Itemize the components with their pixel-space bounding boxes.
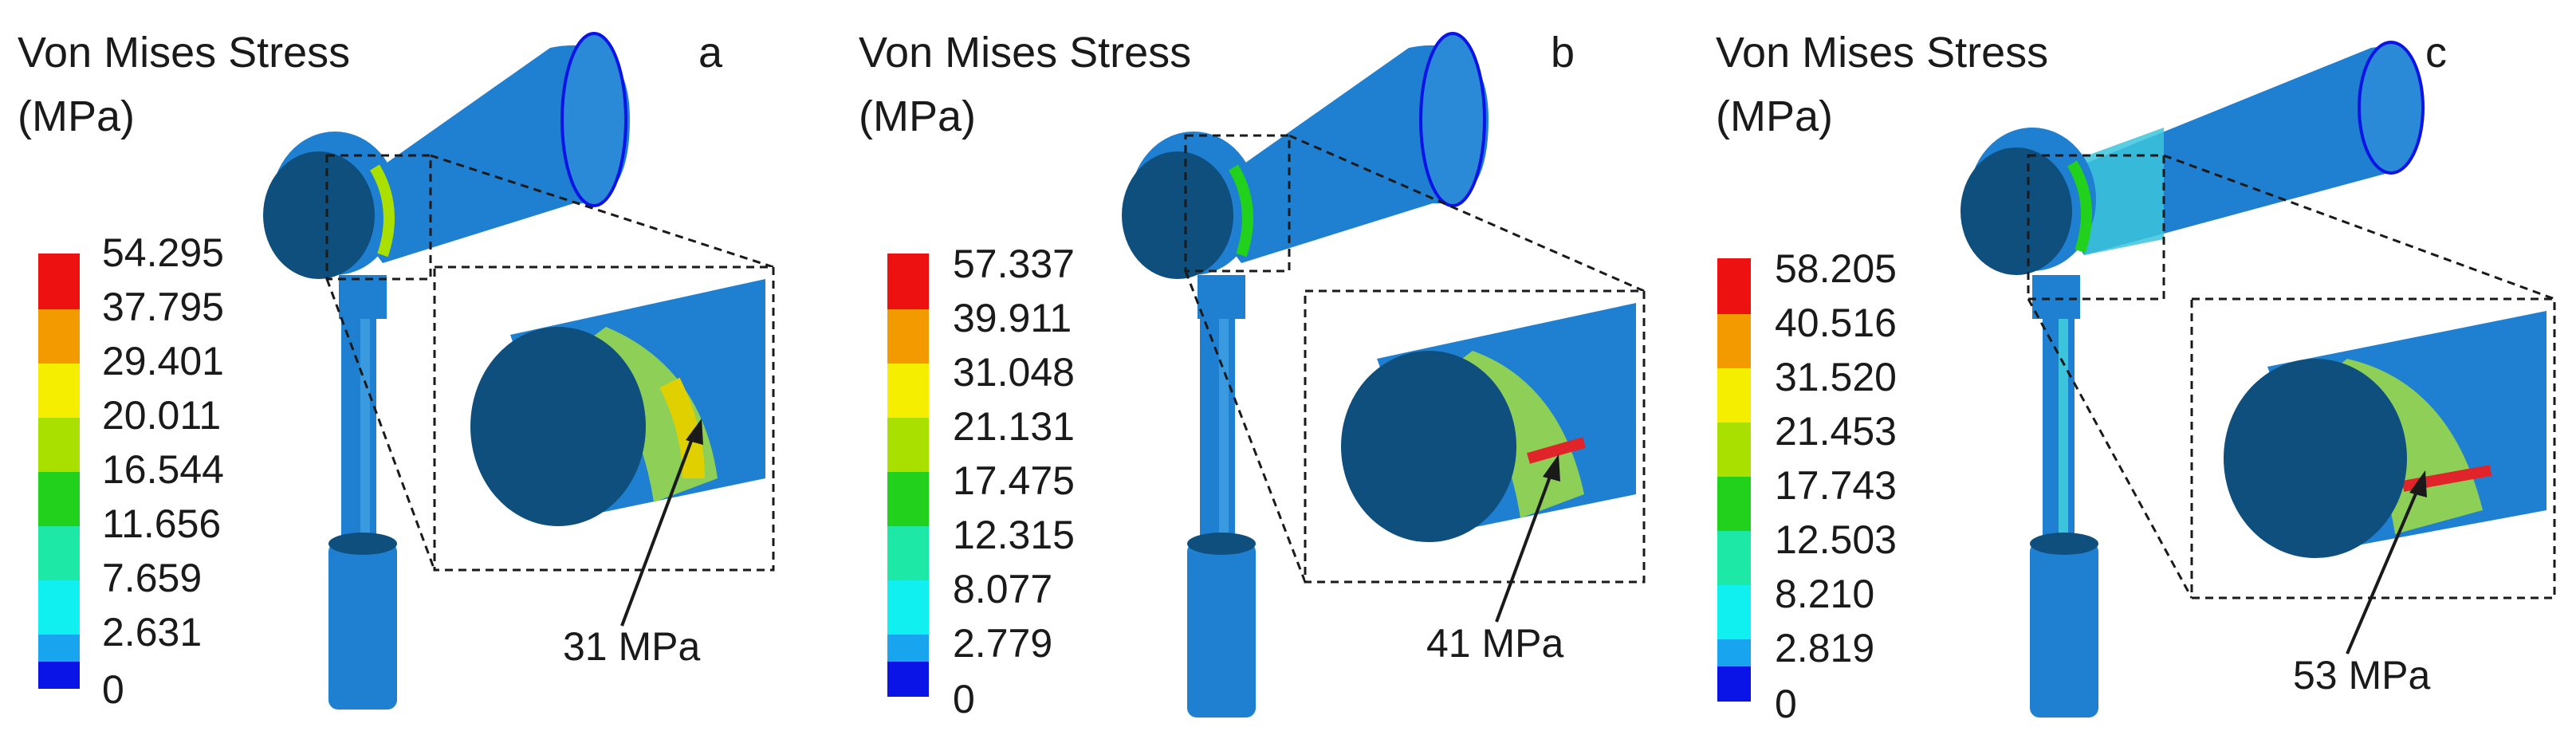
fea-render-b	[887, 32, 1646, 717]
tick-label: 2.631	[102, 610, 203, 655]
tick-label: 37.795	[102, 285, 224, 329]
tick-label: 31.048	[953, 350, 1075, 395]
tick-label: 17.743	[1775, 463, 1897, 508]
tick-label: 0	[953, 677, 975, 721]
tick-label: 20.011	[102, 393, 222, 438]
tick-label: 31.520	[1775, 355, 1897, 399]
tick-label: 12.503	[1775, 517, 1897, 562]
zoom-box-small-c	[2027, 154, 2555, 599]
tick-label: 21.131	[953, 404, 1075, 449]
panel-letter-a: a	[698, 29, 723, 77]
tick-label: 39.911	[953, 296, 1072, 340]
title-line-2: (MPa)	[859, 92, 976, 140]
fea-render-a	[38, 32, 775, 710]
tick-label: 21.453	[1775, 409, 1897, 454]
title-line-1: Von Mises Stress	[859, 29, 1192, 77]
tick-label: 40.516	[1775, 301, 1897, 345]
callout-label-c: 53 MPa	[2293, 653, 2431, 698]
callout-arrow-b	[1495, 454, 1560, 623]
tick-label: 8.077	[953, 567, 1053, 611]
tick-label: 29.401	[102, 339, 224, 383]
tick-label: 0	[1775, 682, 1797, 726]
title-line-2: (MPa)	[18, 92, 135, 140]
tick-label: 7.659	[102, 556, 203, 600]
model-a	[263, 32, 630, 710]
title-line-2: (MPa)	[1716, 92, 1833, 140]
legend-bar-c	[1717, 258, 1751, 702]
fea-render-c	[1717, 41, 2556, 717]
panel-b: Von Mises Stress (MPa) b 57.337 39.911 3…	[859, 0, 1717, 743]
tick-label: 8.210	[1775, 572, 1875, 616]
callout-arrow-c	[2346, 470, 2427, 655]
callout-label-a: 31 MPa	[563, 624, 701, 669]
colorbar-title-a: Von Mises Stress (MPa)	[18, 21, 350, 148]
colorbar-title-c: Von Mises Stress (MPa)	[1716, 21, 2048, 148]
model-c	[1961, 41, 2425, 717]
title-line-1: Von Mises Stress	[18, 29, 351, 77]
tick-label: 2.819	[1775, 626, 1875, 670]
tick-label: 54.295	[102, 230, 224, 275]
title-line-1: Von Mises Stress	[1716, 29, 2049, 77]
colorbar-title-b: Von Mises Stress (MPa)	[859, 21, 1191, 148]
tick-label: 17.475	[953, 458, 1075, 503]
legend-bar-b	[887, 254, 929, 697]
legend-bar-a	[38, 254, 80, 689]
tick-label: 2.779	[953, 621, 1053, 666]
panel-letter-c: c	[2425, 29, 2447, 77]
tick-label: 16.544	[102, 447, 224, 492]
model-b	[1122, 32, 1489, 717]
callout-label-b: 41 MPa	[1426, 621, 1564, 666]
zoom-inset-b	[1304, 289, 1646, 584]
zoom-inset-a	[433, 265, 775, 572]
tick-label: 58.205	[1775, 246, 1897, 291]
tick-label: 57.337	[953, 242, 1075, 286]
tick-label: 0	[102, 667, 124, 712]
zoom-box-small-a	[325, 154, 774, 571]
panel-c: Von Mises Stress (MPa) c 58.205 40.516 3…	[1716, 0, 2576, 743]
callout-arrow-a	[620, 419, 703, 627]
tick-label: 11.656	[102, 501, 222, 546]
zoom-inset-c	[2190, 297, 2556, 600]
panel-letter-b: b	[1551, 29, 1575, 77]
zoom-box-small-b	[1184, 134, 1645, 583]
panel-a: Von Mises Stress (MPa) a 54.295 37.795 2…	[0, 0, 859, 743]
tick-label: 12.315	[953, 513, 1075, 557]
